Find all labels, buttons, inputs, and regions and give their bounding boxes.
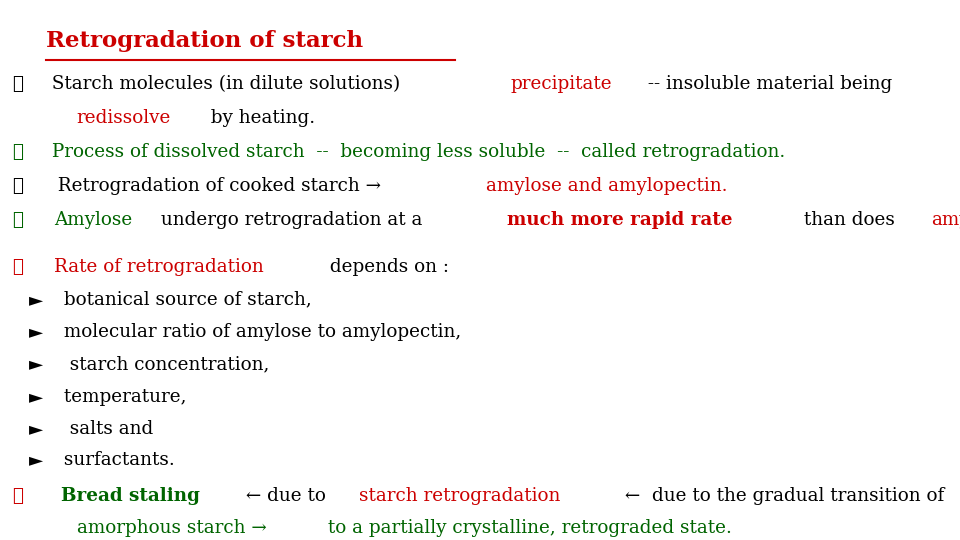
Text: ►: ► [29, 323, 43, 341]
Text: ←  due to the gradual transition of: ← due to the gradual transition of [618, 487, 944, 505]
Text: much more rapid rate: much more rapid rate [507, 211, 732, 230]
Text: than does: than does [798, 211, 900, 230]
Text: temperature,: temperature, [58, 388, 186, 406]
Text: ❖: ❖ [12, 75, 23, 93]
Text: Rate of retrogradation: Rate of retrogradation [54, 258, 263, 276]
Text: ►: ► [29, 388, 43, 406]
Text: ← due to: ← due to [240, 487, 332, 505]
Text: depends on :: depends on : [324, 258, 449, 276]
Text: Process of dissolved starch  --  becoming less soluble  --  called retrogradatio: Process of dissolved starch -- becoming … [46, 143, 785, 161]
Text: surfactants.: surfactants. [58, 451, 175, 469]
Text: Bread staling: Bread staling [61, 487, 200, 505]
Text: Amylose: Amylose [54, 211, 132, 230]
Text: ►: ► [29, 355, 43, 374]
Text: undergo retrogradation at a: undergo retrogradation at a [155, 211, 428, 230]
Text: ❖: ❖ [12, 211, 23, 230]
Text: precipitate: precipitate [511, 75, 612, 93]
Text: to a partially crystalline, retrograded state.: to a partially crystalline, retrograded … [322, 519, 732, 537]
Text: ►: ► [29, 451, 43, 469]
Text: starch concentration,: starch concentration, [58, 355, 269, 374]
Text: amorphous starch →: amorphous starch → [77, 519, 267, 537]
Text: by heating.: by heating. [199, 109, 315, 127]
Text: botanical source of starch,: botanical source of starch, [58, 291, 311, 309]
Text: salts and: salts and [58, 420, 153, 438]
Text: -- insoluble material being: -- insoluble material being [642, 75, 898, 93]
Text: ❖: ❖ [12, 143, 23, 161]
Text: ❖: ❖ [12, 258, 23, 276]
Text: amylopectin.: amylopectin. [931, 211, 960, 230]
Text: redissolve: redissolve [77, 109, 171, 127]
Text: Retrogradation of cooked starch →: Retrogradation of cooked starch → [46, 177, 387, 195]
Text: starch retrogradation: starch retrogradation [359, 487, 561, 505]
Text: ❖: ❖ [12, 177, 23, 195]
Text: ❖: ❖ [12, 487, 23, 505]
Text: Retrogradation of starch: Retrogradation of starch [46, 30, 363, 52]
Text: molecular ratio of amylose to amylopectin,: molecular ratio of amylose to amylopecti… [58, 323, 461, 341]
Text: ►: ► [29, 420, 43, 438]
Text: Starch molecules (in dilute solutions): Starch molecules (in dilute solutions) [46, 75, 406, 93]
Text: ►: ► [29, 291, 43, 309]
Text: amylose and amylopectin.: amylose and amylopectin. [486, 177, 728, 195]
